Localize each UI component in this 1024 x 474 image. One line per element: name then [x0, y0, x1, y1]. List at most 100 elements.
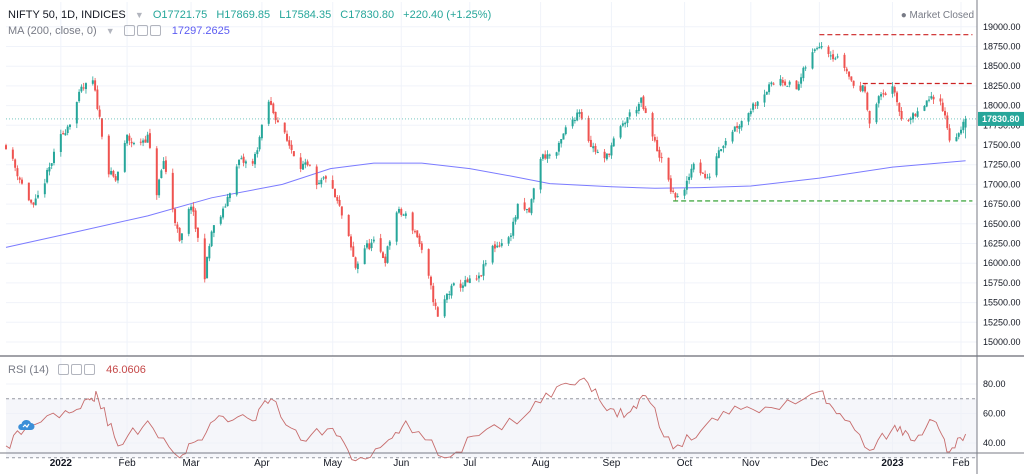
candle[interactable] [404, 211, 407, 219]
candle[interactable] [59, 129, 62, 157]
candle[interactable] [852, 80, 855, 89]
candle[interactable] [516, 203, 519, 220]
candle[interactable] [660, 152, 663, 163]
candle[interactable] [48, 162, 51, 176]
candle[interactable] [251, 158, 254, 167]
candle[interactable] [576, 109, 579, 122]
candle[interactable] [676, 193, 679, 198]
candle[interactable] [36, 190, 39, 199]
candle[interactable] [740, 120, 743, 131]
candle[interactable] [482, 260, 485, 281]
candle[interactable] [779, 75, 782, 87]
candle[interactable] [286, 130, 289, 143]
candle[interactable] [224, 203, 227, 208]
candle[interactable] [884, 91, 887, 96]
candle[interactable] [461, 282, 464, 292]
candle[interactable] [402, 213, 405, 216]
candle[interactable] [603, 149, 606, 163]
candle[interactable] [14, 158, 17, 172]
candle[interactable] [820, 42, 823, 50]
candle[interactable] [413, 229, 416, 234]
candle[interactable] [477, 272, 480, 283]
candle[interactable] [512, 217, 515, 239]
candle[interactable] [635, 106, 638, 117]
candle[interactable] [763, 89, 766, 107]
candle[interactable] [146, 131, 149, 143]
candle[interactable] [84, 82, 87, 94]
candle[interactable] [685, 176, 688, 195]
candle[interactable] [80, 84, 83, 93]
candle[interactable] [34, 194, 37, 206]
symbol-label[interactable]: NIFTY 50, 1D, INDICES [8, 9, 126, 21]
candle[interactable] [939, 94, 942, 106]
candle[interactable] [957, 132, 960, 140]
settings-icon[interactable] [136, 25, 148, 36]
candle[interactable] [32, 202, 35, 208]
candle[interactable] [276, 117, 279, 123]
candle[interactable] [672, 187, 675, 194]
candle[interactable] [210, 230, 213, 248]
candle[interactable] [372, 236, 375, 244]
candle[interactable] [196, 227, 199, 242]
candle[interactable] [116, 171, 119, 184]
candle[interactable] [272, 102, 275, 115]
candle[interactable] [736, 122, 739, 133]
candle[interactable] [683, 188, 686, 200]
candle[interactable] [411, 211, 414, 235]
candle[interactable] [27, 182, 30, 202]
candle[interactable] [107, 134, 110, 178]
candle[interactable] [450, 283, 453, 299]
candle[interactable] [178, 227, 181, 242]
candle[interactable] [539, 157, 542, 194]
candle[interactable] [429, 275, 432, 290]
candle[interactable] [708, 173, 711, 181]
eye-icon[interactable] [123, 25, 135, 36]
candle[interactable] [448, 290, 451, 300]
candle[interactable] [514, 215, 517, 225]
candle[interactable] [160, 168, 163, 179]
rsi-indicator-controls[interactable] [58, 364, 97, 377]
candle[interactable] [464, 275, 467, 287]
candle[interactable] [468, 275, 471, 284]
candle[interactable] [797, 81, 800, 91]
candle[interactable] [498, 241, 501, 248]
candle[interactable] [573, 117, 576, 124]
candle[interactable] [30, 199, 33, 205]
candle[interactable] [336, 194, 339, 204]
candle[interactable] [244, 159, 247, 169]
candle[interactable] [699, 159, 702, 176]
ma-200-line[interactable] [5, 160, 966, 248]
candle[interactable] [674, 192, 677, 201]
candle[interactable] [715, 153, 718, 178]
candle[interactable] [596, 149, 599, 154]
candle[interactable] [148, 128, 151, 150]
candle[interactable] [802, 66, 805, 82]
candle[interactable] [642, 95, 645, 111]
candle[interactable] [912, 111, 915, 123]
candle[interactable] [484, 259, 487, 267]
candle[interactable] [212, 224, 215, 238]
candle[interactable] [155, 146, 158, 200]
candle[interactable] [832, 49, 835, 62]
candle[interactable] [174, 207, 177, 227]
candle[interactable] [720, 148, 723, 152]
candle[interactable] [804, 65, 807, 71]
candle[interactable] [274, 111, 277, 124]
candle[interactable] [733, 126, 736, 132]
rsi-label[interactable]: RSI (14) [8, 364, 49, 377]
candle[interactable] [46, 167, 49, 184]
candle[interactable] [756, 100, 759, 109]
candle[interactable] [388, 240, 391, 250]
candle[interactable] [653, 134, 656, 143]
candle[interactable] [52, 148, 55, 166]
candle[interactable] [96, 85, 99, 111]
candle[interactable] [443, 295, 446, 318]
candle[interactable] [544, 150, 547, 160]
candle[interactable] [560, 138, 563, 148]
candle[interactable] [459, 279, 462, 292]
candle[interactable] [370, 238, 373, 252]
candle[interactable] [706, 173, 709, 179]
close-icon[interactable] [149, 25, 161, 36]
candle[interactable] [260, 124, 263, 141]
candle[interactable] [381, 251, 384, 259]
